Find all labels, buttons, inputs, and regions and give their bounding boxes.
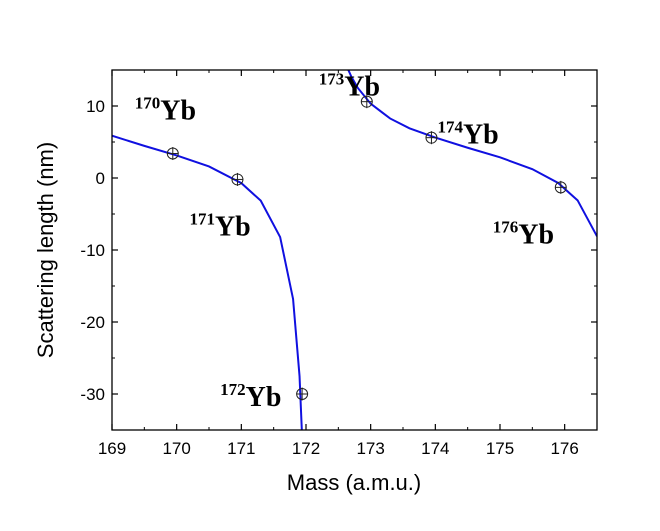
data-point xyxy=(166,147,179,161)
fit-curve xyxy=(347,70,597,237)
x-axis-label: Mass (a.m.u.) xyxy=(287,470,421,495)
data-point xyxy=(360,95,373,109)
isotope-mass-number: 170 xyxy=(135,94,161,113)
isotope-mass-number: 174 xyxy=(437,118,463,137)
element-symbol: Yb xyxy=(518,219,554,250)
x-tick-label: 176 xyxy=(550,439,578,458)
x-tick-label: 175 xyxy=(486,439,514,458)
data-point xyxy=(231,172,244,186)
y-tick-label: -30 xyxy=(80,385,105,404)
data-point xyxy=(554,180,567,194)
element-symbol: Yb xyxy=(344,72,380,103)
isotope-label: 170Yb xyxy=(135,94,196,127)
x-tick-label: 171 xyxy=(227,439,255,458)
y-tick-label: -20 xyxy=(80,313,105,332)
y-tick-label: 0 xyxy=(96,169,105,188)
x-tick-label: 169 xyxy=(98,439,126,458)
element-symbol: Yb xyxy=(463,120,499,151)
element-symbol: Yb xyxy=(246,382,282,413)
x-tick-label: 174 xyxy=(421,439,449,458)
isotope-label: 176Yb xyxy=(493,217,554,250)
x-tick-label: 170 xyxy=(162,439,190,458)
isotope-label: 173Yb xyxy=(319,70,380,103)
isotope-mass-number: 171 xyxy=(189,209,215,228)
isotope-mass-number: 176 xyxy=(493,217,518,236)
isotope-mass-number: 172 xyxy=(220,380,246,399)
isotope-mass-number: 173 xyxy=(319,70,345,89)
isotope-label: 174Yb xyxy=(437,118,498,151)
x-tick-label: 173 xyxy=(356,439,384,458)
element-symbol: Yb xyxy=(215,211,251,242)
data-point xyxy=(296,387,309,401)
y-tick-label: -10 xyxy=(80,241,105,260)
element-symbol: Yb xyxy=(160,96,196,127)
isotope-label: 171Yb xyxy=(189,209,250,242)
isotope-label: 172Yb xyxy=(220,380,281,413)
data-point xyxy=(425,131,438,145)
x-tick-label: 172 xyxy=(292,439,320,458)
y-axis-label: Scattering length (nm) xyxy=(33,142,58,358)
fit-curve xyxy=(112,134,303,430)
y-tick-label: 10 xyxy=(86,97,105,116)
